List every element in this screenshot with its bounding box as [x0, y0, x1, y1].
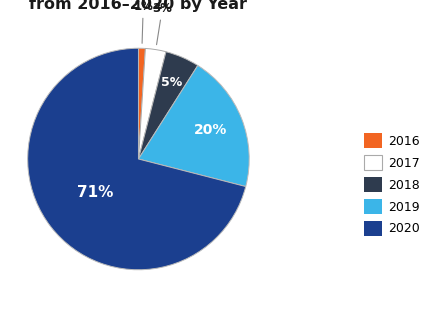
Legend: 2016, 2017, 2018, 2019, 2020: 2016, 2017, 2018, 2019, 2020	[364, 133, 420, 236]
Wedge shape	[28, 48, 246, 270]
Text: 71%: 71%	[77, 185, 113, 200]
Text: 1%: 1%	[133, 0, 153, 43]
Wedge shape	[138, 48, 166, 159]
Title: Percent of Total Battery Installations
from 2016–2020 by Year: Percent of Total Battery Installations f…	[0, 0, 306, 12]
Text: 5%: 5%	[161, 76, 182, 89]
Text: 20%: 20%	[194, 123, 227, 137]
Text: 3%: 3%	[153, 2, 172, 45]
Wedge shape	[138, 48, 145, 159]
Wedge shape	[138, 52, 198, 159]
Wedge shape	[138, 66, 249, 187]
